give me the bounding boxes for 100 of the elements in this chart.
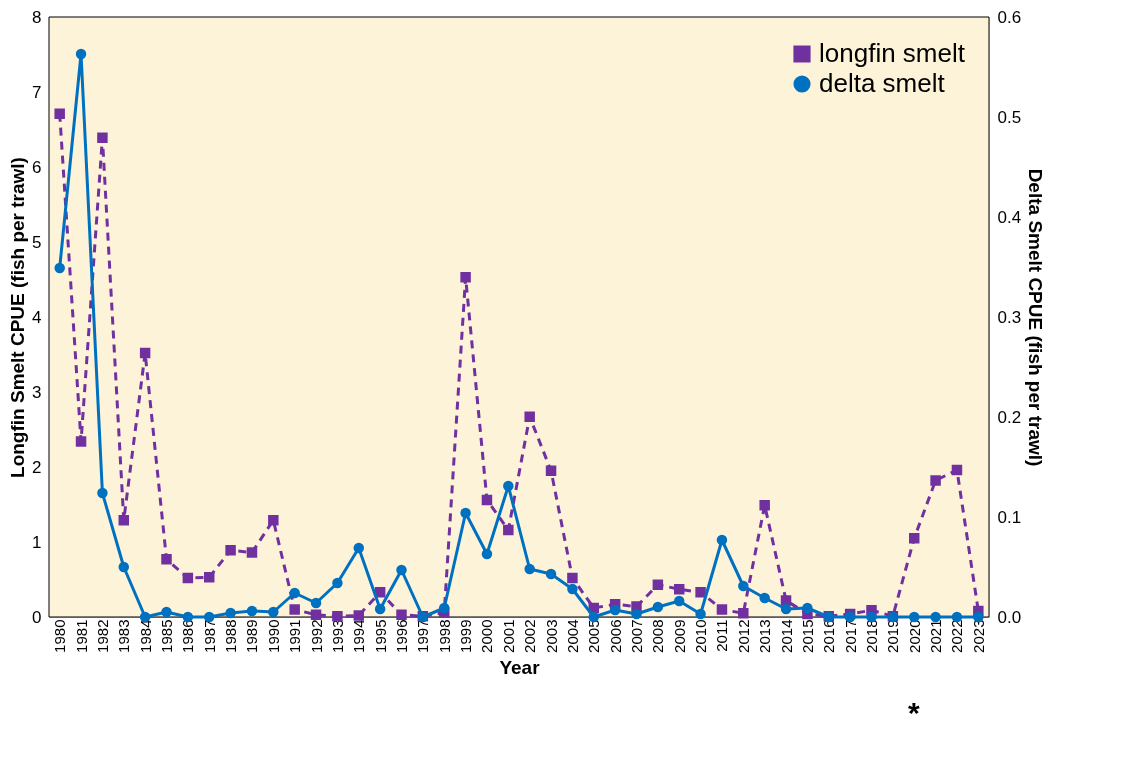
point [332, 577, 343, 589]
x-tick-label: 2022 [948, 619, 966, 653]
y2-axis-title: Delta Smelt CPUE (fish per trawl) [1025, 168, 1047, 467]
x-tick-label: 2006 [606, 619, 624, 653]
point [802, 602, 813, 614]
point [716, 534, 728, 546]
point [246, 547, 258, 558]
x-tick-label: 1998 [435, 619, 453, 653]
x-tick-label: 2010 [692, 619, 710, 653]
point [481, 548, 493, 560]
point [118, 561, 130, 573]
point [738, 608, 749, 619]
point [225, 545, 236, 556]
point [54, 108, 65, 119]
x-tick-label: 1993 [328, 619, 346, 653]
y2-tick-label: 0.4 [997, 207, 1022, 227]
point [139, 347, 151, 359]
y-tick-label: 2 [32, 457, 42, 477]
point [759, 500, 770, 511]
point [225, 607, 236, 619]
point [567, 572, 578, 584]
y-tick-label: 5 [32, 232, 42, 252]
point [930, 475, 941, 486]
point [695, 587, 706, 598]
y2-tick-label: 0.3 [997, 307, 1022, 327]
point [609, 604, 621, 616]
point [289, 604, 300, 615]
point [652, 601, 664, 613]
point [118, 515, 130, 526]
text: * [907, 696, 920, 729]
x-tick-label: 2011 [713, 619, 731, 652]
x-tick-label: 2004 [563, 619, 581, 653]
point [374, 603, 386, 615]
y2-tick-label: 0.5 [997, 107, 1022, 127]
point [503, 480, 514, 492]
point [246, 605, 258, 617]
point [161, 554, 172, 565]
x-tick-label: 1983 [115, 619, 133, 653]
point [951, 464, 963, 476]
point [332, 611, 343, 622]
point [353, 610, 365, 621]
x-tick-label: 2021 [927, 619, 945, 653]
x-tick-label: 1987 [200, 619, 218, 653]
point [396, 609, 407, 620]
point [759, 592, 770, 604]
legend-label: delta smelt [819, 68, 946, 98]
point [268, 515, 279, 526]
x-tick-label: 2012 [734, 619, 752, 653]
y-tick-label: 3 [32, 382, 42, 402]
x-tick-label: 1990 [264, 619, 282, 653]
x-tick-label: 1980 [51, 619, 69, 653]
point [310, 597, 322, 609]
x-tick-label: 1988 [222, 619, 240, 653]
x-tick-label: 2002 [521, 619, 539, 653]
x-tick-label: 1984 [136, 619, 154, 653]
x-axis-title: Year [499, 656, 541, 678]
point [460, 507, 471, 519]
x-tick-label: 1999 [457, 619, 475, 653]
x-tick-label: 2015 [798, 619, 816, 653]
point [673, 584, 685, 595]
point [631, 608, 642, 620]
x-tick-label: 2000 [478, 619, 496, 653]
x-tick-label: 2017 [841, 619, 859, 653]
point [203, 572, 215, 583]
x-tick-label: 2003 [542, 619, 560, 653]
point [75, 48, 87, 60]
x-tick-label: 1981 [72, 619, 90, 653]
point [567, 583, 578, 595]
x-tick-label: 1994 [350, 619, 368, 653]
legend-label: longfin smelt [819, 38, 966, 68]
point [481, 494, 493, 506]
point [460, 272, 471, 283]
x-tick-label: 1995 [371, 619, 389, 653]
point [780, 603, 792, 615]
y2-tick-label: 0.0 [997, 607, 1022, 627]
point [716, 604, 728, 615]
x-tick-label: 2008 [649, 619, 667, 653]
x-tick-label: 2001 [499, 619, 517, 653]
point [524, 563, 535, 575]
y2-tick-label: 0.6 [997, 7, 1022, 27]
point [97, 132, 108, 143]
point [503, 524, 514, 536]
x-tick-label: 1989 [243, 619, 261, 653]
x-tick-label: 2023 [969, 619, 987, 653]
point [396, 564, 407, 576]
point [182, 572, 194, 584]
point [54, 262, 65, 274]
point [908, 533, 920, 544]
x-tick-label: 1996 [393, 619, 410, 653]
x-tick-label: 1992 [307, 619, 325, 653]
x-tick-label: 2013 [756, 619, 774, 653]
point [738, 580, 749, 592]
y2-tick-label: 0.2 [997, 407, 1022, 427]
x-tick-label: 2014 [777, 619, 795, 653]
y-tick-label: 8 [32, 7, 42, 27]
point [268, 606, 279, 618]
point [524, 411, 535, 422]
point [545, 465, 557, 476]
point [161, 606, 172, 618]
x-tick-label: 2009 [670, 619, 688, 653]
